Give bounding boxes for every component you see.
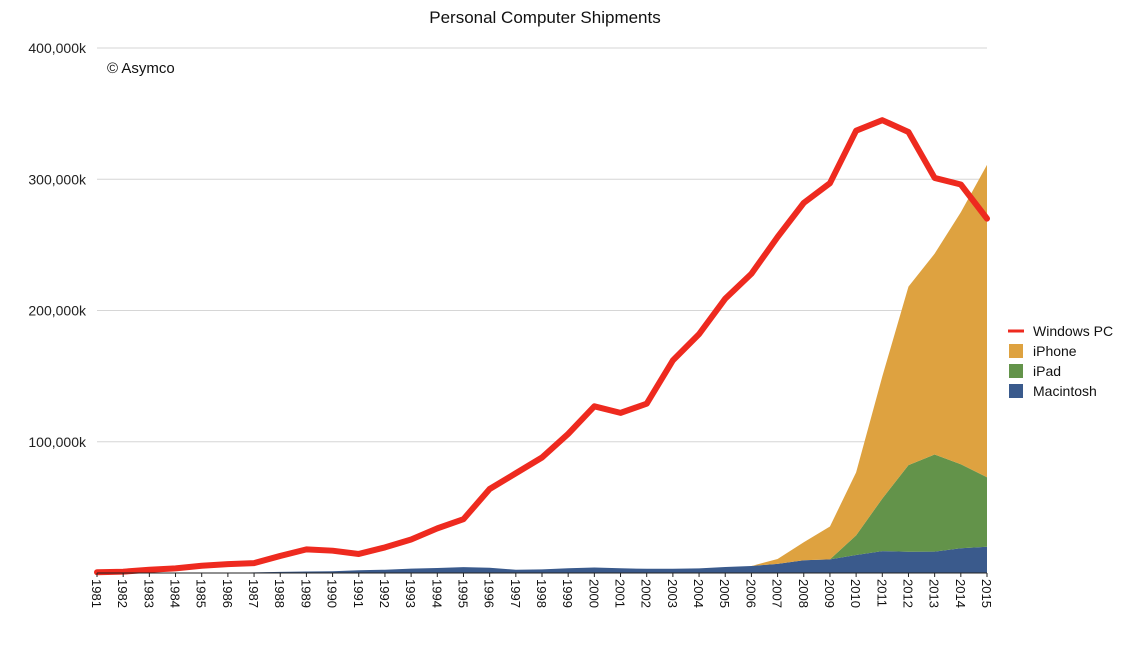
x-tick-label: 1994 xyxy=(429,579,444,608)
x-tick-label: 1988 xyxy=(272,579,287,608)
x-axis: 1981 1982 1983 1984 1985 1986 1987 1988 1989 1990… xyxy=(89,573,994,608)
x-tick-label: 2011 xyxy=(874,579,889,607)
x-tick-label: 1995 xyxy=(455,579,470,608)
x-tick-label: 1982 xyxy=(115,579,130,608)
x-tick-label: 1991 xyxy=(351,579,366,608)
stacked-areas xyxy=(97,164,987,573)
x-tick-label: 2002 xyxy=(639,579,654,608)
x-tick-label: 1996 xyxy=(482,579,497,608)
x-tick-label: 1984 xyxy=(168,579,183,608)
line-series xyxy=(94,117,990,576)
x-tick-label: 2013 xyxy=(927,579,942,608)
x-tick-label: 1981 xyxy=(89,579,104,608)
x-tick-label: 1998 xyxy=(534,579,549,608)
x-tick-label: 2012 xyxy=(900,579,915,608)
x-tick-label: 1986 xyxy=(220,579,235,608)
chart-title: Personal Computer Shipments xyxy=(429,8,661,27)
x-tick-label: 1983 xyxy=(141,579,156,608)
x-tick-label: 1992 xyxy=(377,579,392,608)
x-tick-label: 1985 xyxy=(194,579,209,608)
x-tick-label: 2010 xyxy=(848,579,863,608)
x-tick-label: 2015 xyxy=(979,579,994,608)
x-tick-label: 2001 xyxy=(613,579,628,608)
x-tick-label: 1987 xyxy=(246,579,261,608)
x-tick-label: 1990 xyxy=(325,579,340,608)
y-axis: 100,000k 200,000k 300,000k 400,000k xyxy=(28,40,87,450)
y-tick-label: 300,000k xyxy=(28,171,87,187)
x-tick-label: 2003 xyxy=(665,579,680,608)
legend-label: Windows PC xyxy=(1033,323,1113,339)
legend-swatch-box xyxy=(1009,344,1023,358)
legend-label: iPhone xyxy=(1033,343,1077,359)
x-tick-label: 2000 xyxy=(586,579,601,608)
copyright-annotation: © Asymco xyxy=(107,60,175,77)
x-tick-label: 2006 xyxy=(743,579,758,608)
x-tick-label: 2005 xyxy=(717,579,732,608)
grid xyxy=(97,47,987,443)
x-tick-label: 2004 xyxy=(691,579,706,608)
legend-swatch-box xyxy=(1009,364,1023,378)
x-tick-label: 1993 xyxy=(403,579,418,608)
legend-swatch-box xyxy=(1009,384,1023,398)
y-tick-label: 200,000k xyxy=(28,303,87,319)
area-macintosh xyxy=(97,546,987,573)
y-tick-label: 100,000k xyxy=(28,434,87,450)
x-tick-label: 1999 xyxy=(560,579,575,608)
x-tick-label: 1989 xyxy=(298,579,313,608)
area-iphone xyxy=(97,164,987,573)
line-windows-pc xyxy=(94,117,990,576)
x-tick-label: 1997 xyxy=(508,579,523,608)
y-tick-label: 400,000k xyxy=(28,40,87,56)
x-tick-label: 2008 xyxy=(796,579,811,608)
legend: Windows PC iPhone iPad Macintosh xyxy=(1008,323,1113,399)
legend-label: iPad xyxy=(1033,363,1061,379)
x-tick-label: 2009 xyxy=(822,579,837,608)
x-tick-label: 2007 xyxy=(770,579,785,608)
x-tick-label: 2014 xyxy=(953,579,968,608)
legend-label: Macintosh xyxy=(1033,383,1097,399)
